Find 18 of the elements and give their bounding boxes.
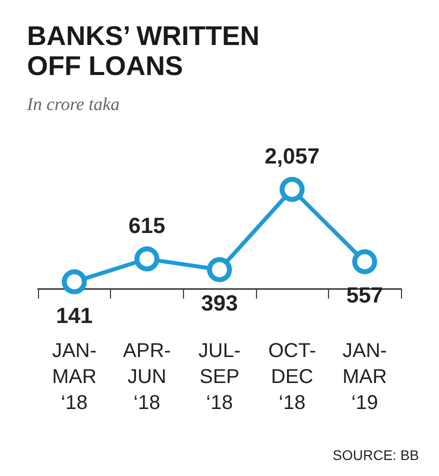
x-tick-label: JUL- SEP ‘18: [198, 340, 241, 414]
point: [280, 176, 305, 202]
data-label: 557: [346, 282, 384, 308]
chart-title: BANKS’ WRITTEN OFF LOANS: [27, 21, 267, 81]
x-tick-label: JAN- MAR ‘18: [52, 340, 97, 414]
chart-subtitle: In crore taka: [26, 94, 120, 114]
data-label: 615: [128, 212, 166, 238]
x-tick-label: JAN- MAR ‘19: [342, 340, 387, 414]
data-label: 393: [201, 290, 238, 316]
point: [134, 246, 160, 272]
point: [62, 269, 87, 294]
data-label: 141: [56, 302, 93, 328]
x-tick-label: APR- JUN ‘18: [123, 340, 171, 414]
point: [352, 249, 378, 274]
data-label: 2,057: [264, 143, 320, 168]
source-note: SOURCE: BB: [332, 447, 420, 463]
point: [207, 257, 232, 282]
x-tick-label: OCT- DEC ‘18: [268, 340, 316, 414]
